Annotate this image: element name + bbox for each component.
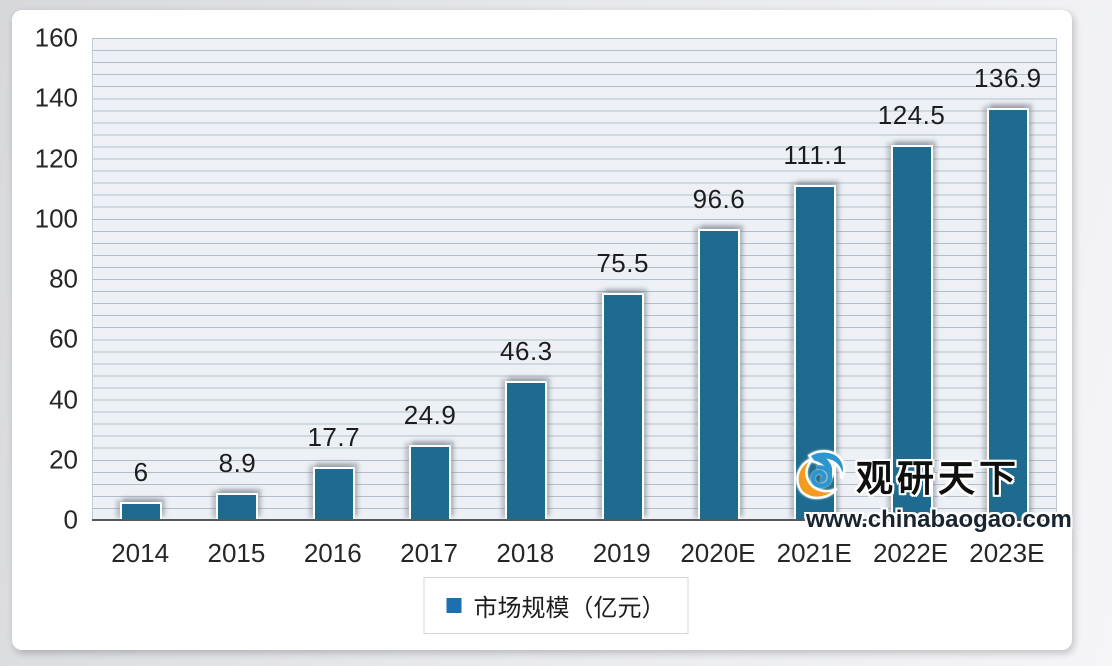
y-tick-label: 20 bbox=[49, 444, 78, 475]
bar-2014 bbox=[120, 501, 163, 520]
watermark-row: 观研天下 bbox=[790, 446, 1056, 504]
bar-2016 bbox=[312, 466, 355, 520]
y-tick-label: 0 bbox=[63, 504, 78, 535]
x-axis-line bbox=[92, 519, 1057, 521]
legend-label: 市场规模（亿元） bbox=[473, 595, 666, 622]
plot-area: 6 8.9 17.7 24.9 46.3 75.5 96.6 111.1 124.5 136.9 bbox=[92, 38, 1057, 521]
bar-value-label: 17.7 bbox=[307, 421, 361, 452]
bar-2015 bbox=[216, 493, 259, 520]
bar-2018 bbox=[505, 380, 548, 520]
bar-2017 bbox=[409, 445, 452, 520]
bar-value-label: 46.3 bbox=[500, 335, 553, 366]
x-tick-label: 2022E bbox=[872, 538, 949, 568]
bar-value-label: 24.9 bbox=[403, 400, 457, 430]
x-tick-label: 2017 bbox=[400, 538, 458, 568]
watermark: 观研天下 www.chinabaogao.com bbox=[790, 446, 1072, 534]
x-tick-label: 2014 bbox=[111, 538, 170, 568]
legend: 市场规模（亿元） bbox=[423, 577, 689, 634]
x-tick-label: 2023E bbox=[969, 538, 1045, 568]
y-tick-label: 80 bbox=[49, 263, 78, 294]
y-tick-label: 100 bbox=[34, 203, 78, 234]
x-tick-label: 2018 bbox=[496, 538, 555, 568]
bar-value-label: 6 bbox=[133, 456, 149, 487]
watermark-url: www.chinabaogao.com bbox=[806, 506, 1072, 533]
bar-2022E bbox=[890, 144, 933, 520]
bar-value-label: 136.9 bbox=[974, 62, 1042, 93]
bar-value-label: 75.5 bbox=[596, 247, 649, 278]
y-tick-label: 40 bbox=[49, 384, 78, 414]
x-tick-label: 2021E bbox=[776, 538, 852, 568]
bar-value-label: 111.1 bbox=[783, 140, 848, 171]
y-tick-label: 160 bbox=[34, 22, 78, 53]
bar-2023E bbox=[986, 107, 1029, 520]
bar-value-label: 96.6 bbox=[692, 184, 746, 214]
y-tick-label: 120 bbox=[34, 143, 78, 173]
bar-value-label: 8.9 bbox=[218, 448, 257, 479]
x-tick-label: 2015 bbox=[207, 538, 266, 568]
watermark-logo-icon bbox=[796, 450, 846, 499]
chart-card: 0 20 40 60 80 100 120 140 160 6 8.9 17.7 24.9 46.3 75… bbox=[12, 10, 1072, 650]
bar-value-label: 124.5 bbox=[877, 99, 946, 130]
y-axis: 0 20 40 60 80 100 120 140 160 bbox=[12, 23, 78, 535]
y-tick-label: 60 bbox=[49, 323, 78, 354]
legend-swatch-icon bbox=[446, 598, 462, 613]
x-axis: 2014 2015 2016 2017 2018 2019 2020E 2021E 2022E 2… bbox=[92, 520, 1057, 578]
bar-2019 bbox=[601, 292, 644, 520]
x-tick-label: 2020E bbox=[680, 538, 756, 568]
bar-2020E bbox=[697, 229, 740, 520]
x-tick-label: 2019 bbox=[592, 538, 651, 568]
x-tick-label: 2016 bbox=[303, 538, 362, 568]
watermark-brand: 观研天下 bbox=[856, 458, 1020, 499]
y-tick-label: 140 bbox=[34, 82, 78, 113]
